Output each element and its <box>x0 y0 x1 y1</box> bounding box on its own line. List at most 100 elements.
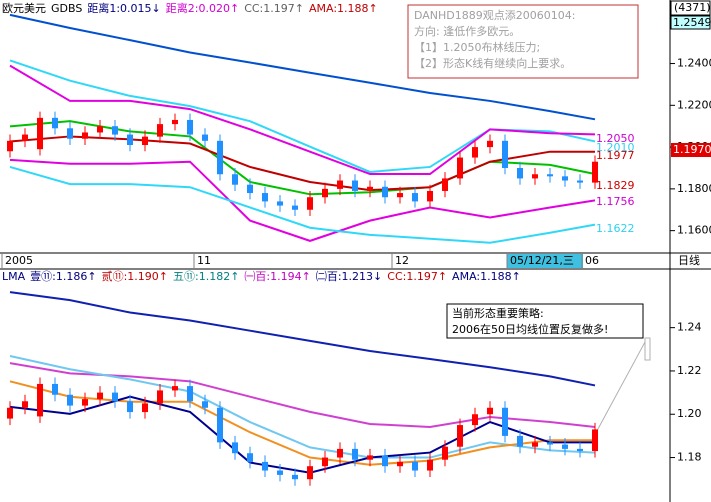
candle-body <box>22 134 28 141</box>
candle-body <box>97 126 103 133</box>
indicator-line <box>9 291 596 387</box>
candle-body <box>127 134 133 146</box>
header-item: ㈠百:1.194↑ <box>244 270 310 283</box>
candle-body <box>67 128 73 139</box>
candle-body <box>292 205 298 210</box>
note-box <box>407 4 639 79</box>
candle-body <box>97 392 103 400</box>
level-label: 1.1977 <box>596 149 635 162</box>
arrow-head <box>644 337 651 361</box>
candle-body <box>37 117 43 150</box>
candle-body <box>307 466 313 480</box>
candle-body <box>442 178 448 191</box>
candle-body <box>472 414 478 426</box>
count-label: (4371) <box>674 1 711 14</box>
candle-body <box>172 386 178 391</box>
candle-body <box>412 193 418 202</box>
candle-body <box>202 134 208 141</box>
candle-body <box>412 461 418 471</box>
candle-body <box>202 401 208 408</box>
candle-body <box>112 392 118 402</box>
candle-body <box>22 401 28 408</box>
candle-body <box>247 453 253 462</box>
candle-body <box>67 394 73 406</box>
candle-body <box>247 184 253 194</box>
candle-body <box>172 119 178 125</box>
indicator-line <box>9 380 595 466</box>
y-tick-label: 1.18 <box>677 451 702 464</box>
candle-body <box>262 461 268 471</box>
indicator-line <box>9 135 595 192</box>
candle-body <box>157 390 163 404</box>
candle-body <box>592 429 598 452</box>
y-tick-label: 1.1800 <box>677 182 711 195</box>
y-tick-label: 1.22 <box>677 364 702 377</box>
candle-body <box>7 140 13 152</box>
candle-body <box>397 193 403 198</box>
candle-body <box>367 186 373 191</box>
candle-body <box>457 157 463 179</box>
candle-body <box>52 117 58 129</box>
header-item: 壹⑪:1.186↑ <box>30 270 96 283</box>
x-tick-label: 12 <box>395 254 409 267</box>
candle-body <box>502 407 508 436</box>
note-line: 【2】形态K线有继续向上要求。 <box>414 56 571 70</box>
candle-body <box>427 190 433 202</box>
candle-body <box>577 448 583 452</box>
candle-body <box>337 180 343 189</box>
candle-body <box>517 167 523 179</box>
candle-body <box>52 383 58 395</box>
indicator-line <box>9 13 596 121</box>
level-label: 1.2050 <box>596 132 635 145</box>
x-tick-label: 05/12/21,三 <box>510 254 574 267</box>
candle-body <box>187 386 193 402</box>
candle-body <box>142 403 148 413</box>
arrow <box>591 341 646 441</box>
date-cursor-box <box>507 254 583 268</box>
candle-body <box>367 455 373 460</box>
indicator-header: LMA 壹⑪:1.186↑ 贰⑪:1.190↑ 五⑪:1.182↑ ㈠百:1.194↑ ㈡… <box>2 269 521 283</box>
candle-body <box>292 474 298 480</box>
y-tick-label: 1.20 <box>677 407 702 420</box>
candle-body <box>547 442 553 445</box>
x-tick-label: 11 <box>197 254 211 267</box>
candle-body <box>232 174 238 185</box>
candle-body <box>7 407 13 419</box>
header-item: AMA:1.188↑ <box>452 270 521 283</box>
candle-body <box>322 457 328 467</box>
indicator-header: 欧元美元 GDBS 距离1:0.015↓ 距离2:0.020↑ CC:1.197↑ AMA… <box>2 1 378 15</box>
candle-body <box>487 407 493 415</box>
header-item: ㈡百:1.213↓ <box>316 270 382 283</box>
candle-body <box>277 470 283 475</box>
note-box <box>446 303 644 339</box>
candle-body <box>307 197 313 210</box>
candle-body <box>157 124 163 137</box>
candle-body <box>577 180 583 183</box>
indicator-line <box>9 158 596 242</box>
candle-body <box>532 442 538 447</box>
candle-body <box>442 446 448 460</box>
candle-body <box>142 136 148 146</box>
candle-body <box>397 461 403 467</box>
candle-body <box>502 140 508 168</box>
note-line: 当前形态重要策略: <box>452 306 544 320</box>
level-label: 1.1622 <box>596 222 635 235</box>
period-label: 日线 <box>678 253 700 267</box>
candle-body <box>187 119 193 135</box>
candle-body <box>352 180 358 191</box>
header-item: 贰⑪:1.190↑ <box>102 269 168 283</box>
candle-body <box>322 188 328 198</box>
candle-body <box>217 407 223 443</box>
candle-body <box>337 448 343 458</box>
note-line: 【1】1.2050布林线压力; <box>414 40 540 54</box>
y-tick-label: 1.2400 <box>677 57 711 70</box>
indicator-line <box>9 64 596 176</box>
candle-body <box>127 401 133 413</box>
candle-body <box>382 455 388 467</box>
header-item: LMA <box>2 270 26 283</box>
candle-body <box>562 444 568 449</box>
candle-body <box>232 442 238 454</box>
label-box <box>670 0 711 16</box>
candle-body <box>112 126 118 135</box>
